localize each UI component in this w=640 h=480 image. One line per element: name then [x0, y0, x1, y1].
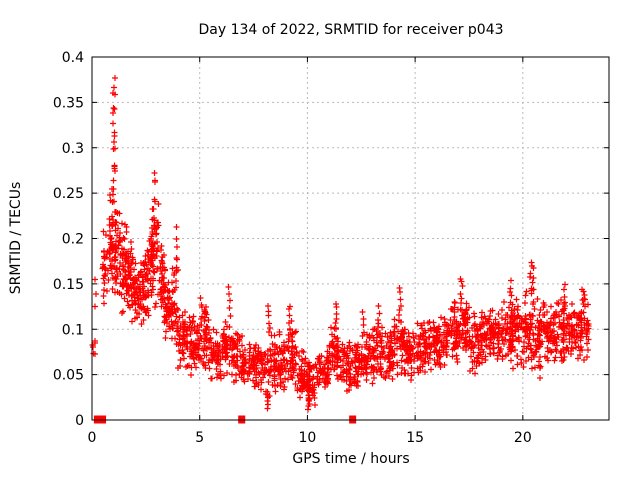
y-tick-label: 0.4 [62, 50, 84, 66]
x-tick-label: 0 [88, 430, 97, 446]
y-tick-label: 0.05 [53, 368, 84, 384]
y-tick-label: 0.25 [53, 186, 84, 202]
x-tick-label: 20 [514, 430, 532, 446]
x-axis-label: GPS time / hours [292, 451, 409, 467]
x-tick-label: 15 [406, 430, 424, 446]
y-axis-label: SRMTID / TECUs [8, 182, 24, 295]
y-tick-label: 0 [75, 413, 84, 429]
y-tick-label: 0.35 [53, 95, 84, 111]
x-tick-label: 5 [195, 430, 204, 446]
grid-lines [92, 57, 609, 420]
tick-labels: 0 5 10 15 20 0 0.05 0.1 0.15 0.2 0.25 0.3 0.35 0.4 [53, 50, 532, 446]
y-tick-label: 0.15 [53, 277, 84, 293]
axes-frame [91, 56, 610, 421]
chart-title: Day 134 of 2022, SRMTID for receiver p04… [198, 22, 503, 38]
y-tick-label: 0.2 [62, 232, 84, 248]
x-tick-label: 10 [299, 430, 317, 446]
y-tick-label: 0.3 [62, 141, 84, 157]
data-points [89, 75, 592, 413]
y-tick-label: 0.1 [62, 322, 84, 338]
